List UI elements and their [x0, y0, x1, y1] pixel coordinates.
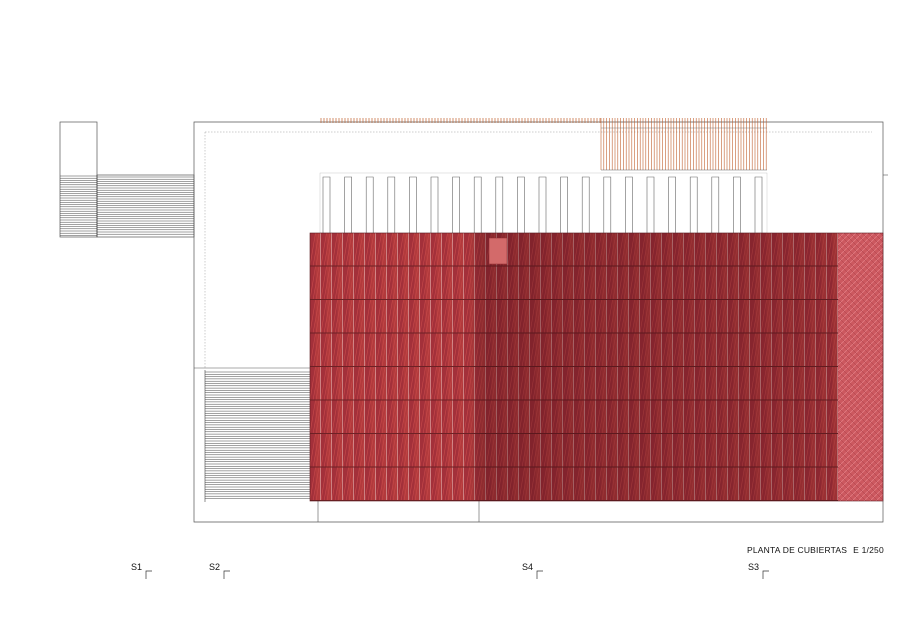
skylight-slot [344, 176, 352, 233]
skylight-slot [733, 176, 741, 233]
skylight-comb [319, 172, 768, 234]
skylight-slot [689, 176, 698, 233]
skylight-slot [430, 176, 439, 233]
stair-hatch-lower [204, 370, 310, 502]
drawing-scale: E 1/250 [853, 545, 884, 555]
section-label: S2 [209, 562, 220, 572]
roof-hatch [488, 237, 508, 265]
section-marker-s4: S4 [522, 562, 543, 579]
section-marker-s2: S2 [209, 562, 230, 579]
parapet-hatching [320, 118, 601, 123]
section-label: S3 [748, 562, 759, 572]
drawing-title-text: PLANTA DE CUBIERTAS [747, 545, 847, 555]
skylight-slot [365, 176, 374, 233]
skylight-slot [711, 176, 720, 233]
skylight-slot [603, 176, 612, 233]
section-label: S1 [131, 562, 142, 572]
skylight-slot [581, 176, 590, 233]
tiled-roof [309, 232, 884, 502]
skylight-slot [538, 176, 547, 233]
section-label: S4 [522, 562, 533, 572]
skylight-slot [646, 176, 655, 233]
stair-hatch-right [96, 175, 194, 237]
skylight-slot [473, 176, 482, 233]
skylight-slot [668, 176, 676, 233]
section-arrow-icon [145, 570, 152, 579]
skylight-slot [452, 176, 460, 233]
section-marker-s3: S3 [748, 562, 769, 579]
section-arrow-icon [223, 570, 230, 579]
skylight-slot [517, 176, 525, 233]
left-stair-block [59, 121, 195, 238]
stair-hatch-left [60, 175, 97, 236]
skylight-slot [560, 176, 568, 233]
section-marker-s1: S1 [131, 562, 152, 579]
skylight-slot [409, 176, 417, 233]
section-arrow-icon [762, 570, 769, 579]
skylight-slot [625, 176, 633, 233]
skylight-slot [754, 176, 763, 233]
skylight-slot [387, 176, 396, 233]
section-arrow-icon [536, 570, 543, 579]
drawing-title: PLANTA DE CUBIERTAS E 1/250 [747, 545, 884, 555]
louver-array [600, 118, 767, 171]
skylight-slot [495, 176, 504, 233]
skylight-slot [322, 176, 331, 233]
